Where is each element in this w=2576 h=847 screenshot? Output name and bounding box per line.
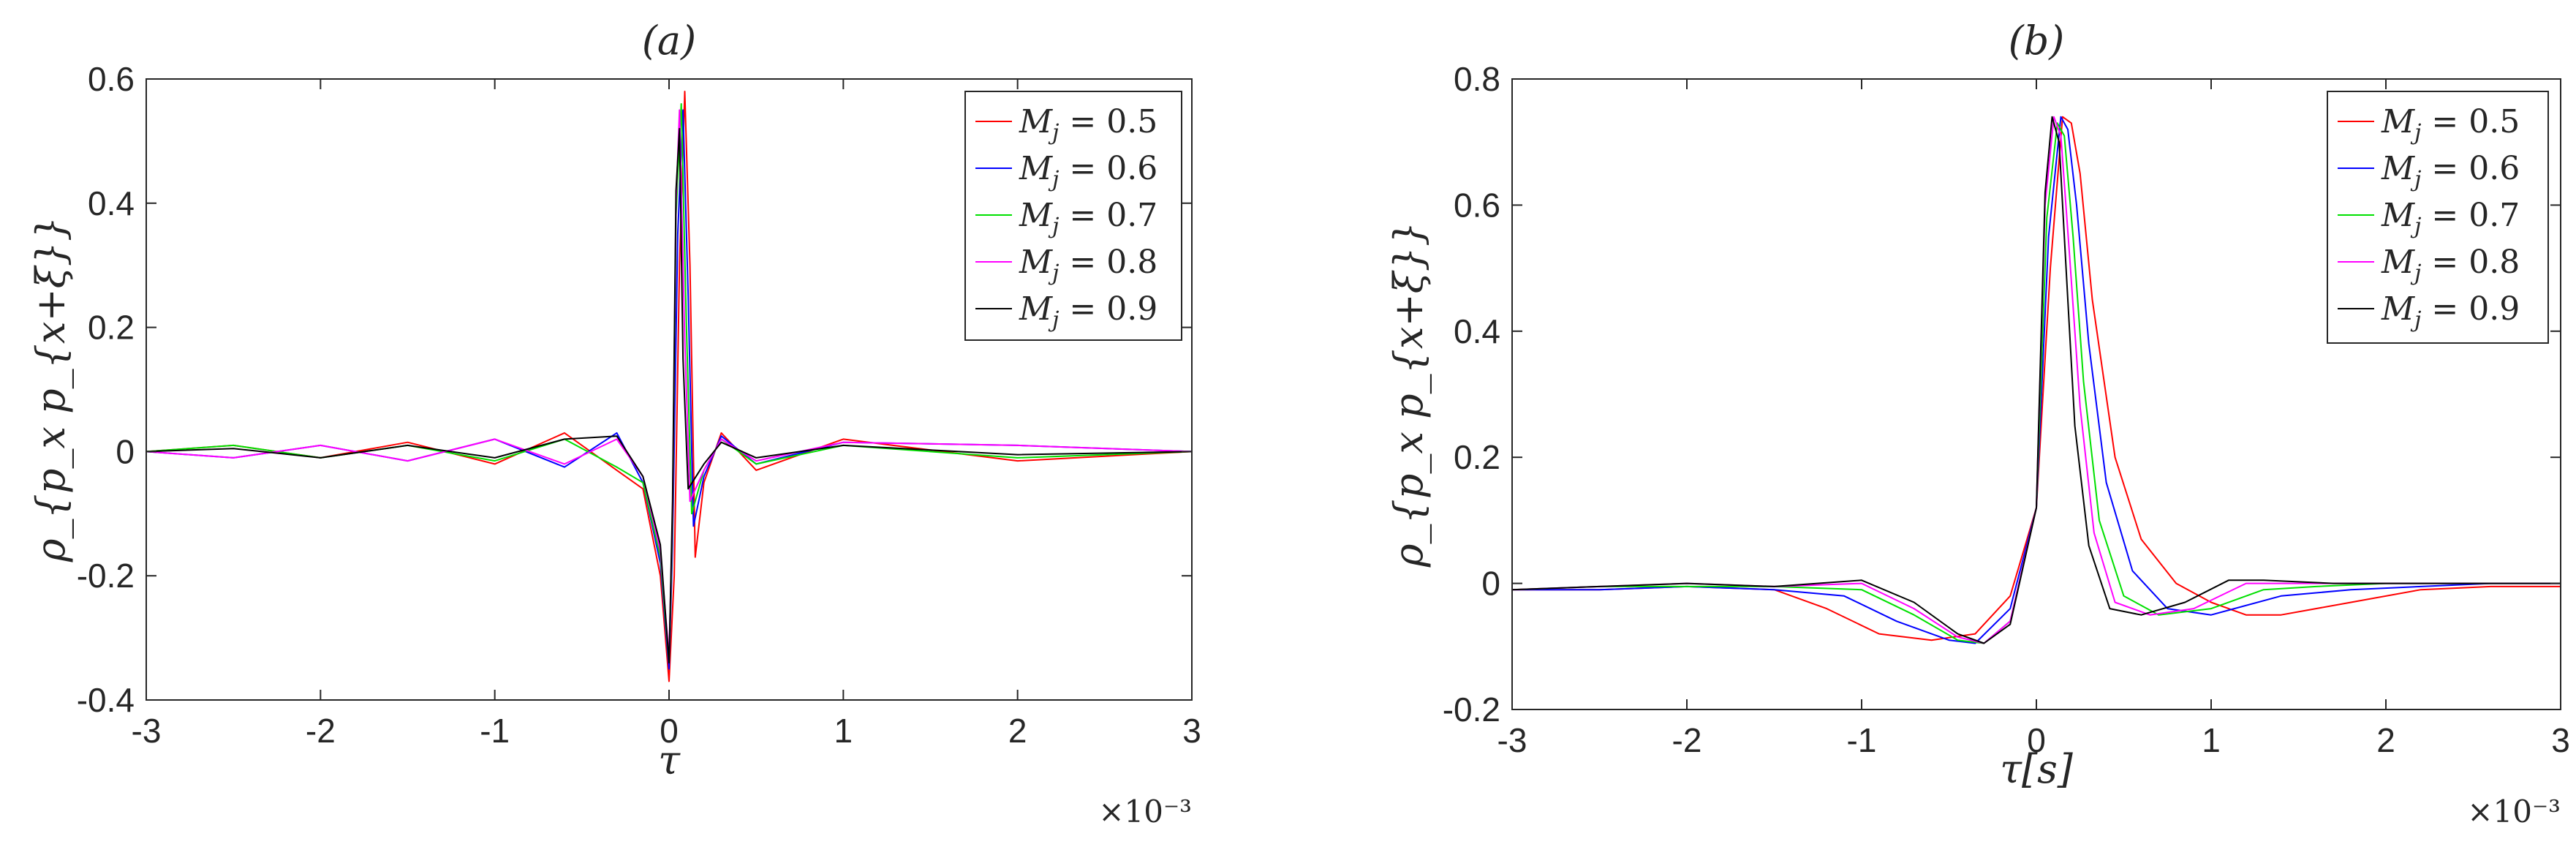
legend-label: Mj = 0.5 [2381, 103, 2520, 146]
x-tick-label: 2 [1008, 712, 1027, 750]
y-tick-label: 0.6 [1454, 186, 1500, 224]
y-tick-label: -0.4 [77, 681, 135, 719]
legend-value: = 0.7 [1069, 197, 1157, 234]
x-tick-label: -1 [480, 712, 510, 750]
legend-label: Mj = 0.9 [2381, 290, 2520, 333]
x-tick-label: 2 [2376, 721, 2395, 759]
legend-label: Mj = 0.7 [2381, 197, 2520, 239]
y-tick-label: 0 [1481, 565, 1500, 603]
x-tick-label: -3 [1497, 721, 1527, 759]
series-line-3 [1511, 116, 2561, 644]
legend-label: Mj = 0.8 [1019, 244, 1157, 286]
legend-value: = 0.5 [2431, 103, 2520, 140]
legend-entry: Mj = 0.7 [2338, 197, 2520, 239]
y-tick-label: -0.2 [77, 557, 135, 595]
y-tick-label: -0.2 [1443, 690, 1500, 729]
tick-layer: -3 -2 -1 0 1 2 3 -0.2 0 0.2 0.4 0.6 0.8 [1443, 60, 2570, 759]
x-tick-label: -3 [132, 712, 162, 750]
plot-area-frame [1511, 78, 2561, 710]
legend-entry: Mj = 0.9 [975, 290, 1157, 333]
x-multiplier-label: ×10⁻³ [1098, 794, 1192, 829]
legend-value: = 0.7 [2431, 197, 2520, 234]
x-tick-label: 3 [1182, 712, 1201, 750]
chart-title: (b) [2009, 18, 2065, 64]
series-line-4 [1511, 116, 2561, 644]
x-tick-label: 0 [2027, 721, 2046, 759]
legend-box [2327, 91, 2549, 344]
series-line-1 [1512, 116, 2561, 644]
legend: Mj = 0.5 Mj = 0.6 Mj = 0.7 Mj = 0.8 Mj =… [2327, 91, 2549, 344]
series-layer [1511, 116, 2561, 644]
x-tick-label: -2 [1672, 721, 1702, 759]
legend-entry: Mj = 0.7 [975, 197, 1157, 239]
series-layer [146, 91, 1193, 682]
legend: Mj = 0.5 Mj = 0.6 Mj = 0.7 Mj = 0.8 Mj =… [964, 91, 1182, 341]
x-axis-label: τ[s] [2000, 746, 2074, 792]
legend-value: = 0.9 [2431, 290, 2520, 328]
legend-entry: Mj = 0.5 [2338, 103, 2520, 146]
legend-entry: Mj = 0.8 [2338, 244, 2520, 286]
legend-entry: Mj = 0.8 [975, 244, 1157, 286]
legend-value: = 0.8 [2431, 244, 2520, 281]
legend-value: = 0.6 [1069, 150, 1157, 187]
chart-panel-a: (a) -3 -2 -1 0 1 2 3 -0.4 -0.2 0 0.2 0.4 0.6 τ ×10⁻³… [28, 18, 1201, 829]
legend-label: Mj = 0.8 [2381, 244, 2520, 286]
series-line-2 [1511, 122, 2561, 644]
legend-label: Mj = 0.6 [1019, 150, 1157, 192]
x-multiplier-label: ×10⁻³ [2467, 794, 2561, 829]
legend-value: = 0.5 [1069, 103, 1157, 140]
x-tick-label: 1 [834, 712, 853, 750]
legend-entry: Mj = 0.6 [2338, 150, 2520, 192]
x-tick-label: 0 [660, 712, 679, 750]
chart-title: (a) [642, 18, 696, 64]
plot-area-frame [146, 78, 1193, 701]
x-tick-label: 1 [2202, 721, 2221, 759]
x-axis-label: τ [658, 737, 681, 783]
legend-label: Mj = 0.9 [1019, 290, 1157, 333]
y-axis-label: ρ_{p_x p_{x+ξ}} [28, 217, 74, 562]
legend-label: Mj = 0.5 [1019, 103, 1157, 146]
legend-entry: Mj = 0.9 [2338, 290, 2520, 333]
legend-entry: Mj = 0.6 [975, 150, 1157, 192]
legend-label: Mj = 0.7 [1019, 197, 1157, 239]
y-axis-label: ρ_{p_x p_{x+ξ}} [1386, 222, 1432, 568]
legend-label: Mj = 0.6 [2381, 150, 2520, 192]
legend-entry: Mj = 0.5 [975, 103, 1157, 146]
y-tick-label: 0.2 [88, 309, 135, 347]
y-tick-label: 0.8 [1454, 60, 1500, 98]
series-line-0 [1512, 116, 2561, 641]
y-tick-label: 0.4 [1454, 312, 1500, 350]
legend-value: = 0.8 [1069, 244, 1157, 281]
x-tick-label: 3 [2551, 721, 2570, 759]
series-line-4 [146, 127, 1193, 664]
y-tick-label: 0 [116, 432, 135, 470]
y-tick-label: 0.6 [88, 60, 135, 98]
x-tick-label: -2 [306, 712, 336, 750]
y-tick-label: 0.2 [1454, 438, 1500, 476]
tick-layer: -3 -2 -1 0 1 2 3 -0.4 -0.2 0 0.2 0.4 0.6 [77, 60, 1201, 750]
chart-panel-b: (b) -3 -2 -1 0 1 2 3 -0.2 0 0.2 0.4 0.6 0.8 τ[s] ×10… [1386, 18, 2570, 829]
legend-value: = 0.9 [1069, 290, 1157, 328]
y-tick-label: 0.4 [88, 184, 135, 222]
legend-value: = 0.6 [2431, 150, 2520, 187]
x-tick-label: -1 [1847, 721, 1877, 759]
